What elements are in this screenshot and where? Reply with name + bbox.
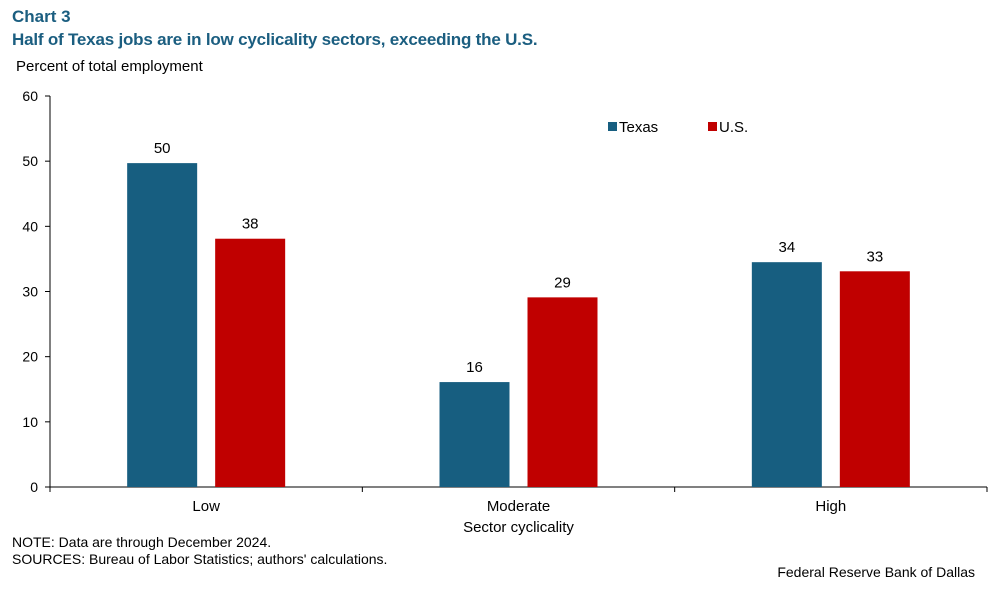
y-tick-label: 30 [22, 284, 38, 300]
chart-title: Half of Texas jobs are in low cyclicalit… [12, 30, 538, 49]
bar-us-moderate [527, 297, 598, 487]
x-tick-label: Low [192, 498, 220, 515]
y-tick-label: 10 [22, 414, 38, 430]
data-label: 34 [778, 239, 795, 256]
data-label: 33 [866, 248, 883, 265]
y-tick-label: 20 [22, 349, 38, 365]
data-label: 16 [466, 359, 483, 376]
x-tick-label: High [815, 498, 846, 515]
y-tick-label: 0 [30, 479, 38, 495]
legend-swatch-us [708, 122, 717, 131]
chart-number: Chart 3 [12, 7, 71, 26]
footnote: NOTE: Data are through December 2024. SO… [12, 534, 387, 568]
y-axis-label: Percent of total employment [16, 58, 203, 75]
y-tick-label: 60 [22, 88, 38, 104]
credit-text: Federal Reserve Bank of Dallas [777, 564, 975, 580]
y-tick-label: 40 [22, 218, 38, 234]
legend-label: U.S. [719, 119, 748, 136]
sources-text: SOURCES: Bureau of Labor Statistics; aut… [12, 551, 388, 567]
bar-texas-high [751, 262, 822, 487]
legend-label: Texas [619, 119, 658, 136]
x-axis-title: Sector cyclicality [463, 519, 574, 536]
bar-us-low [215, 238, 286, 487]
bar-us-high [839, 271, 910, 487]
legend-swatch-texas [608, 122, 617, 131]
note-text: NOTE: Data are through December 2024. [12, 534, 272, 550]
data-label: 29 [554, 274, 571, 291]
y-tick-label: 50 [22, 153, 38, 169]
data-label: 38 [242, 216, 259, 233]
bar-texas-low [127, 163, 198, 487]
bar-texas-moderate [439, 382, 510, 487]
x-tick-label: Moderate [487, 498, 550, 515]
data-label: 50 [154, 140, 171, 157]
